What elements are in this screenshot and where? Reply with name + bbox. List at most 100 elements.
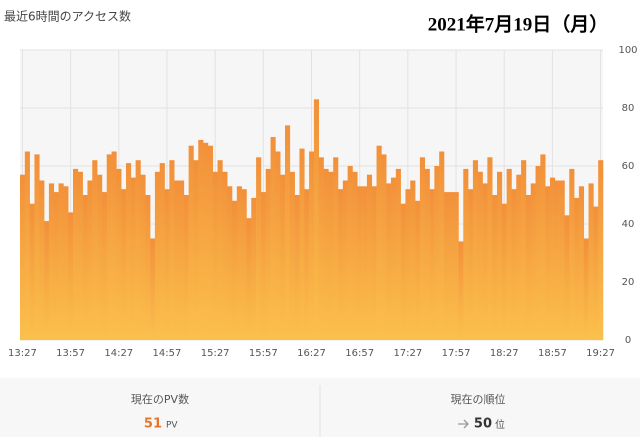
- bar: [217, 160, 223, 340]
- bar: [246, 218, 252, 340]
- pv-value: 51: [144, 417, 162, 432]
- bar: [362, 186, 368, 340]
- bar: [256, 157, 262, 340]
- bar: [198, 139, 204, 340]
- bar: [530, 183, 536, 340]
- bar: [352, 171, 358, 340]
- bar: [63, 186, 69, 340]
- bar: [285, 125, 291, 341]
- bar: [458, 241, 464, 340]
- bar: [559, 180, 565, 340]
- bar: [434, 166, 440, 340]
- bar: [535, 166, 541, 340]
- bar: [516, 174, 522, 340]
- chart-title: 最近6時間のアクセス数: [4, 9, 131, 24]
- bar: [497, 171, 503, 340]
- bar: [338, 189, 344, 340]
- bar: [448, 192, 454, 340]
- bar: [304, 189, 310, 340]
- bar: [419, 157, 426, 340]
- bar: [48, 183, 55, 340]
- bar: [564, 215, 570, 340]
- bar: [227, 186, 233, 340]
- x-tick-label: 18:27: [490, 348, 519, 359]
- bar: [492, 195, 498, 340]
- bar: [188, 145, 194, 340]
- bar: [342, 180, 348, 340]
- bar: [463, 168, 469, 340]
- bar: [183, 195, 189, 340]
- x-tick-label: 15:27: [201, 348, 230, 359]
- x-tick-label: 13:27: [8, 348, 37, 359]
- bar: [313, 99, 320, 340]
- bar: [366, 174, 373, 340]
- bar: [569, 168, 575, 340]
- bar: [174, 180, 180, 340]
- bar: [386, 183, 392, 340]
- bar: [545, 186, 551, 340]
- bar: [203, 142, 209, 340]
- bar: [357, 186, 363, 340]
- rank-label: 現在の順位: [451, 392, 506, 406]
- bar: [280, 174, 286, 340]
- bar: [111, 151, 117, 340]
- bar: [145, 195, 151, 340]
- x-tick-label: 19:27: [586, 348, 615, 359]
- bar: [222, 171, 228, 340]
- bar: [294, 195, 300, 340]
- x-tick-label: 14:27: [104, 348, 133, 359]
- x-tick-label: 13:57: [56, 348, 85, 359]
- bar: [193, 160, 199, 340]
- bar: [333, 157, 339, 340]
- bar: [453, 192, 459, 340]
- bar: [289, 171, 295, 340]
- bar: [270, 137, 276, 340]
- bar: [554, 180, 560, 340]
- bar: [130, 177, 136, 340]
- bar: [550, 177, 556, 340]
- bar: [318, 157, 324, 340]
- bar: [501, 203, 507, 340]
- bar: [212, 171, 218, 340]
- bar: [87, 180, 93, 340]
- bar: [381, 154, 387, 340]
- bar: [44, 221, 50, 340]
- bar: [53, 192, 59, 340]
- bar: [468, 189, 474, 340]
- y-tick-label: 20: [622, 277, 635, 288]
- bar: [593, 206, 599, 340]
- bar: [598, 160, 604, 340]
- bar: [179, 180, 185, 340]
- rank-value: 50: [474, 417, 492, 432]
- bar: [395, 168, 401, 340]
- bar: [415, 200, 421, 340]
- bar: [236, 186, 242, 340]
- x-tick-label: 17:57: [442, 348, 471, 359]
- bar: [410, 180, 416, 340]
- arrow-icon: [458, 419, 469, 429]
- bar: [126, 163, 132, 340]
- bar: [275, 151, 281, 340]
- bar: [232, 200, 238, 340]
- bar: [121, 189, 127, 340]
- y-tick-label: 0: [625, 335, 631, 346]
- bar: [588, 183, 594, 340]
- bar: [487, 157, 493, 340]
- bar: [540, 154, 546, 340]
- bar: [444, 192, 450, 340]
- bar: [472, 160, 479, 340]
- bar: [101, 192, 108, 340]
- bar: [506, 168, 512, 340]
- bar: [97, 174, 103, 340]
- bar: [400, 203, 406, 340]
- bar: [347, 166, 353, 340]
- pv-label: 現在のPV数: [131, 393, 189, 406]
- bar: [82, 195, 88, 340]
- bar: [299, 148, 305, 340]
- bar: [391, 177, 397, 340]
- bar: [405, 189, 411, 340]
- bar: [241, 189, 247, 340]
- bar: [578, 186, 585, 340]
- bar: [424, 168, 430, 340]
- bar: [77, 171, 83, 340]
